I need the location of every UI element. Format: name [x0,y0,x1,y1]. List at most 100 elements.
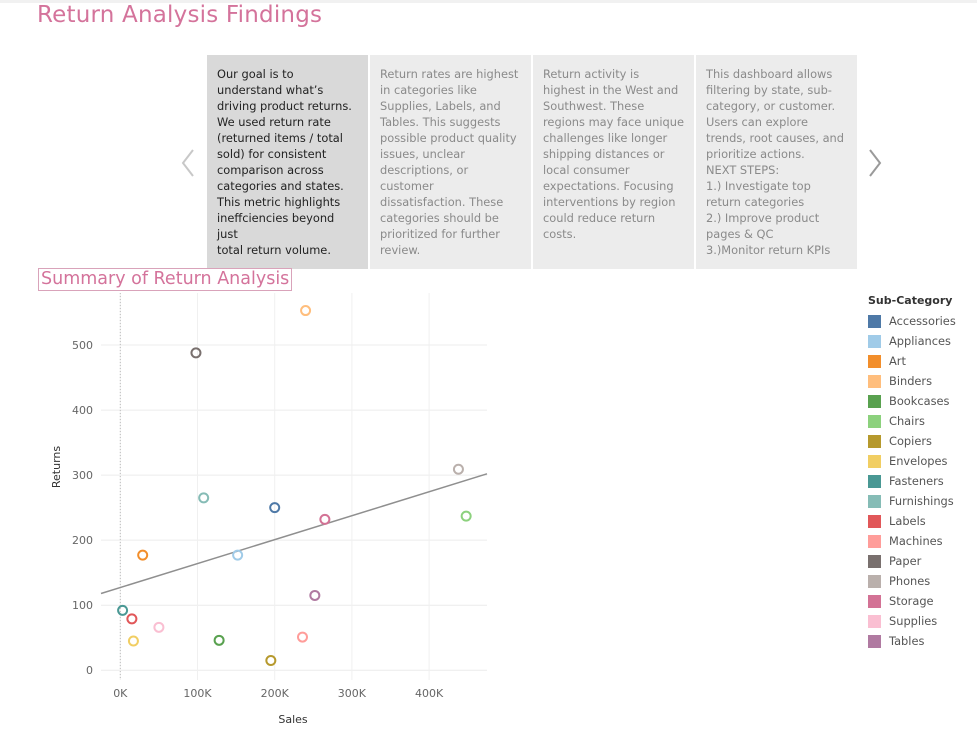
legend-item-supplies[interactable]: Supplies [868,611,956,631]
legend-swatch [868,314,881,328]
legend-item-envelopes[interactable]: Envelopes [868,451,956,471]
legend-item-tables[interactable]: Tables [868,631,956,651]
legend-swatch [868,414,881,428]
legend-item-bookcases[interactable]: Bookcases [868,391,956,411]
data-point-storage[interactable] [319,513,331,525]
legend-swatch [868,454,881,468]
carousel-next-button[interactable] [866,147,886,179]
legend-swatch [868,634,881,648]
legend-swatch [868,554,881,568]
legend-label: Appliances [889,334,951,348]
legend-swatch [868,614,881,628]
x-tick-label: 200K [261,687,290,700]
data-point-paper[interactable] [190,347,202,359]
data-point-labels[interactable] [126,613,138,625]
data-point-chairs[interactable] [460,510,472,522]
legend-item-furnishings[interactable]: Furnishings [868,491,956,511]
legend-swatch [868,474,881,488]
x-axis-label: Sales [278,713,308,726]
data-point-supplies[interactable] [153,621,165,633]
story-card-next-steps[interactable]: This dashboard allows filtering by state… [696,55,857,269]
data-point-envelopes[interactable] [127,635,139,647]
data-point-binders[interactable] [300,305,312,317]
chevron-right-icon [869,149,882,177]
carousel-prev-button[interactable] [178,147,198,179]
data-point-machines[interactable] [296,631,308,643]
top-bar [0,0,977,3]
legend-label: Fasteners [889,474,944,488]
legend-item-appliances[interactable]: Appliances [868,331,956,351]
y-tick-label: 100 [72,599,93,612]
legend-label: Binders [889,374,933,388]
points-layer [117,305,472,666]
y-tick-label: 300 [72,469,93,482]
legend-item-art[interactable]: Art [868,351,956,371]
legend-label: Furnishings [889,494,954,508]
legend-swatch [868,394,881,408]
legend-label: Storage [889,594,934,608]
trend-line [100,473,488,595]
data-point-furnishings[interactable] [198,492,210,504]
legend-label: Accessories [889,314,956,328]
y-tick-label: 200 [72,534,93,547]
legend-item-copiers[interactable]: Copiers [868,431,956,451]
legend-label: Chairs [889,414,925,428]
x-tick-label: 400K [415,687,444,700]
legend-swatch [868,594,881,608]
data-point-accessories[interactable] [269,502,281,514]
legend: Sub-Category Accessories Appliances Art Bin… [868,294,956,651]
trend-line-layer [100,473,488,595]
data-point-copiers[interactable] [265,654,277,666]
legend-label: Art [889,354,906,368]
legend-item-labels[interactable]: Labels [868,511,956,531]
legend-label: Copiers [889,434,932,448]
tick-labels: 0K 100K 200K 300K 400K 0 100 200 300 400 500 [72,339,444,700]
page-title: Return Analysis Findings [37,2,323,28]
legend-label: Tables [889,634,925,648]
legend-label: Envelopes [889,454,948,468]
scatter-chart[interactable]: 0K 100K 200K 300K 400K 0 100 200 300 400 500 Sales… [0,285,520,735]
story-card-regions[interactable]: Return activity is highest in the West a… [533,55,694,269]
legend-label: Phones [889,574,931,588]
legend-label: Paper [889,554,922,568]
data-point-appliances[interactable] [232,549,244,561]
data-point-bookcases[interactable] [213,634,225,646]
y-tick-label: 500 [72,339,93,352]
legend-swatch [868,534,881,548]
story-card-text: This dashboard allows filtering by state… [706,67,844,257]
legend-item-fasteners[interactable]: Fasteners [868,471,956,491]
legend-swatch [868,334,881,348]
data-point-fasteners[interactable] [117,604,129,616]
chart-grid [101,293,487,680]
legend-swatch [868,354,881,368]
data-point-art[interactable] [137,549,149,561]
summary-title: Summary of Return Analysis [38,268,293,291]
story-card-text: Our goal is to understand what’s driving… [217,67,352,257]
y-tick-label: 400 [72,404,93,417]
x-tick-label: 300K [338,687,367,700]
legend-item-binders[interactable]: Binders [868,371,956,391]
legend-item-accessories[interactable]: Accessories [868,311,956,331]
legend-label: Machines [889,534,943,548]
legend-item-storage[interactable]: Storage [868,591,956,611]
legend-swatch [868,434,881,448]
legend-swatch [868,494,881,508]
legend-item-chairs[interactable]: Chairs [868,411,956,431]
story-card-text: Return rates are highest in categories l… [380,67,519,257]
legend-swatch [868,574,881,588]
legend-item-paper[interactable]: Paper [868,551,956,571]
y-tick-label: 0 [86,664,93,677]
chevron-left-icon [181,149,194,177]
x-tick-label: 0K [113,687,128,700]
legend-swatch [868,514,881,528]
legend-item-machines[interactable]: Machines [868,531,956,551]
legend-item-phones[interactable]: Phones [868,571,956,591]
data-point-phones[interactable] [452,463,464,475]
story-card-goal[interactable]: Our goal is to understand what’s driving… [207,55,368,269]
data-point-tables[interactable] [309,589,321,601]
legend-label: Supplies [889,614,938,628]
x-tick-label: 100K [183,687,212,700]
story-card-categories[interactable]: Return rates are highest in categories l… [370,55,531,269]
legend-title: Sub-Category [868,294,953,307]
legend-label: Labels [889,514,926,528]
